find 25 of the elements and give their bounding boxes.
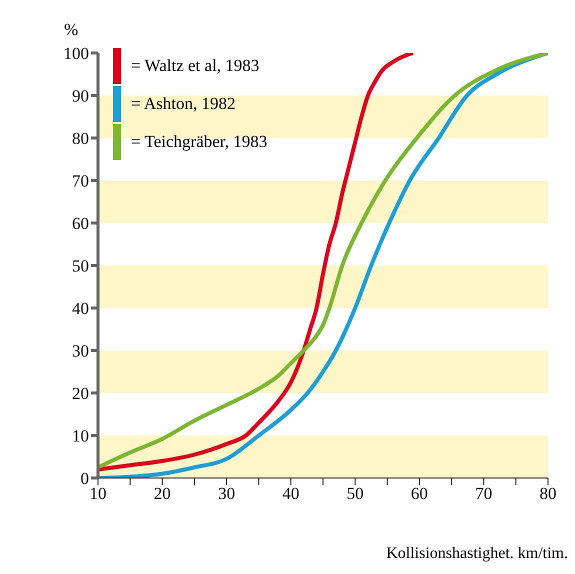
y-tick-label: 40: [72, 299, 89, 318]
y-axis-title: %: [64, 20, 78, 40]
line-series: [98, 53, 415, 472]
y-tick-label: 80: [72, 129, 89, 148]
x-tick-label: 60: [410, 484, 428, 504]
x-tick-label: 50: [346, 484, 364, 504]
legend-label: = Waltz et al, 1983: [131, 56, 260, 76]
y-tick-label: 30: [72, 342, 89, 361]
y-tick-label: 0: [80, 469, 89, 488]
y-tick-label: 50: [72, 256, 89, 276]
x-tick-label: 70: [475, 484, 492, 504]
x-tick-label: 20: [154, 484, 171, 504]
x-tick-label: 40: [282, 484, 300, 504]
y-tick-label: 90: [72, 86, 89, 106]
y-tick-label: 20: [72, 384, 89, 404]
x-tick-label: 10: [90, 484, 106, 504]
y-tick-label: 60: [72, 214, 89, 234]
y-tick-label: 100: [64, 44, 89, 64]
x-tick-label: 30: [218, 484, 236, 504]
y-tick-label: 70: [72, 172, 89, 191]
legend-label: = Ashton, 1982: [131, 94, 236, 114]
y-tick-label: 10: [72, 426, 89, 446]
x-tick-label: 80: [540, 484, 556, 504]
x-axis-title: Kollisionshastighet. km/tim.: [386, 545, 568, 563]
legend-label: = Teichgräber, 1983: [131, 132, 268, 152]
